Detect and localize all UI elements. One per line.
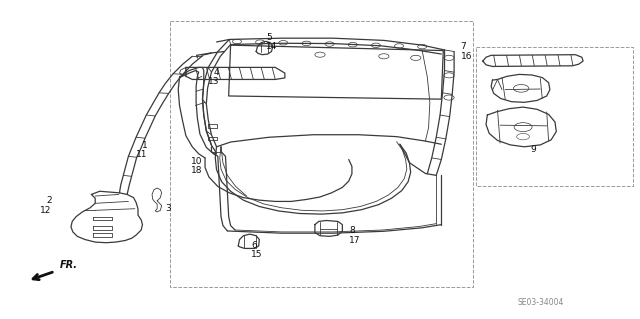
- Text: 4
13: 4 13: [207, 68, 219, 86]
- Text: 10
18: 10 18: [191, 157, 202, 175]
- Text: 1
11: 1 11: [136, 141, 148, 159]
- Text: 9: 9: [531, 145, 536, 154]
- Text: 7
16: 7 16: [461, 42, 472, 61]
- Text: 5
14: 5 14: [266, 33, 278, 51]
- Text: 6
15: 6 15: [251, 241, 262, 259]
- Text: 2
12: 2 12: [40, 196, 52, 215]
- Text: SE03-34004: SE03-34004: [517, 298, 563, 307]
- Text: 3: 3: [166, 204, 172, 213]
- Text: 8
17: 8 17: [349, 226, 361, 245]
- Text: FR.: FR.: [60, 260, 78, 270]
